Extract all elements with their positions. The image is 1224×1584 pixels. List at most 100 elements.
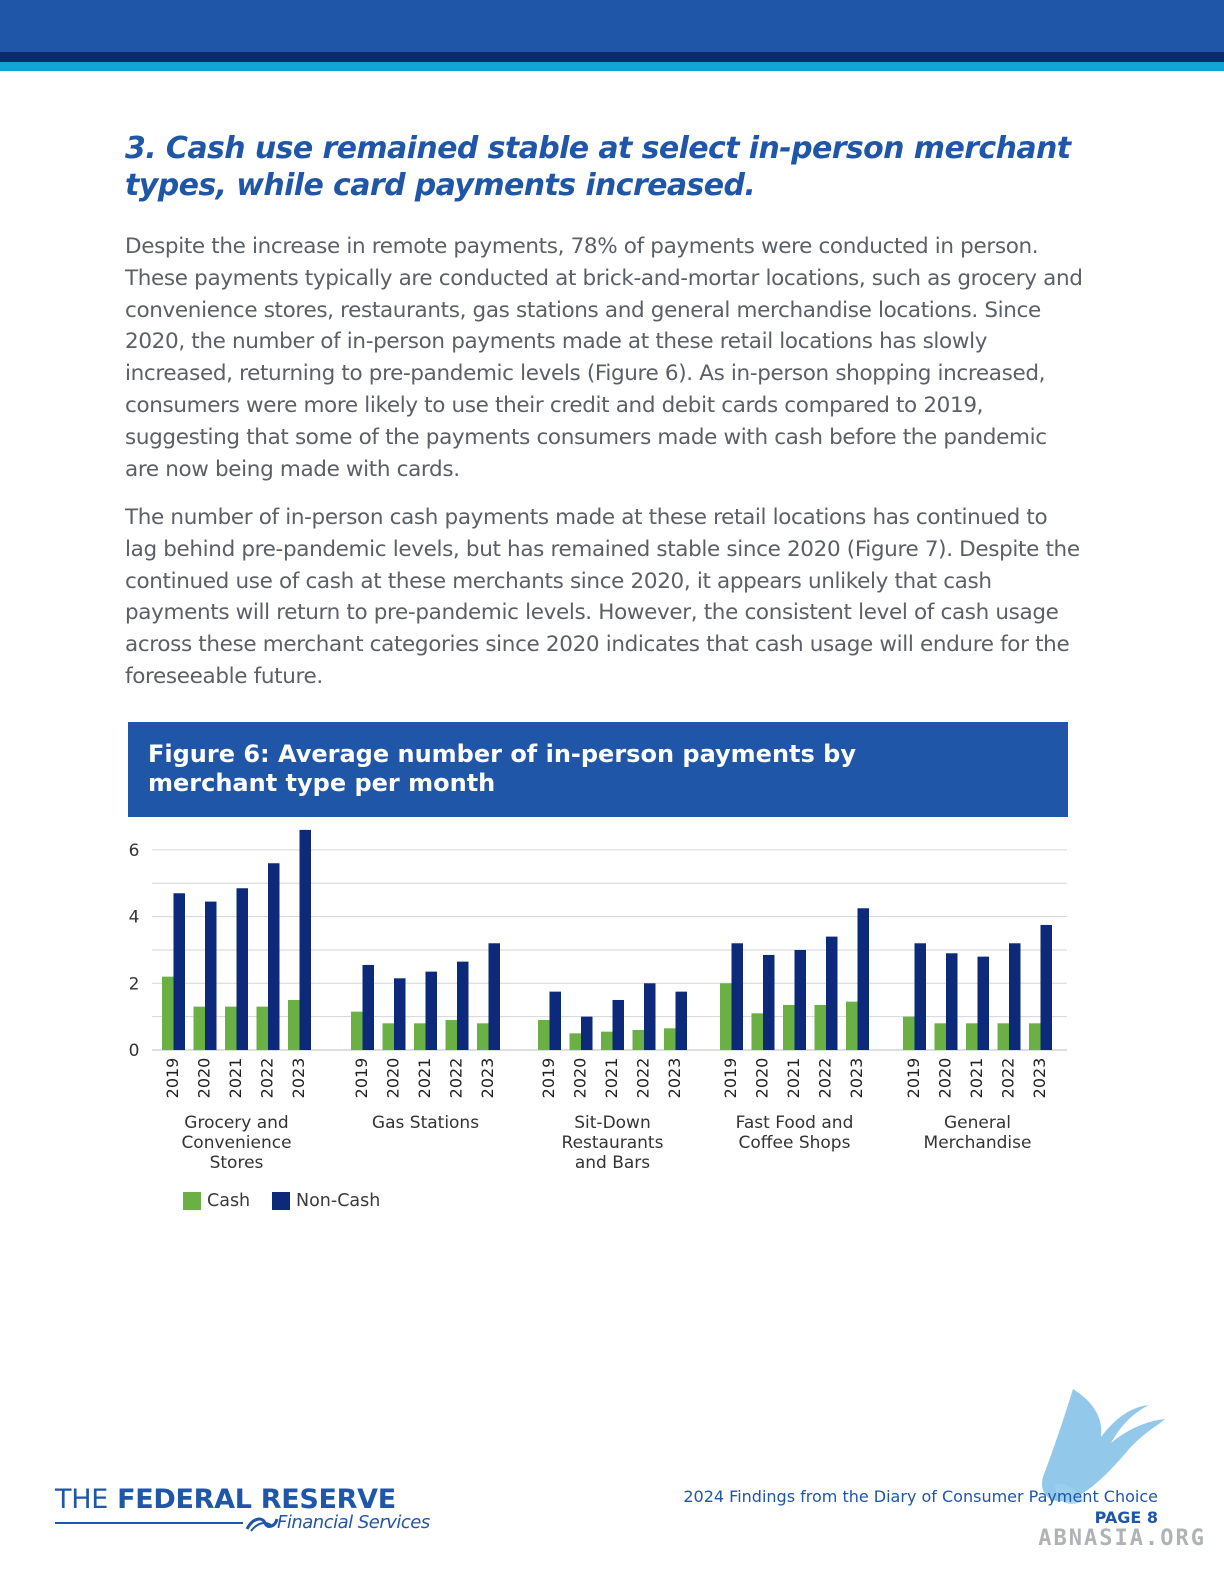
category-label: Fast Food and — [736, 1113, 854, 1133]
bar-cash — [720, 983, 732, 1050]
bar-cash — [966, 1023, 978, 1050]
bar-noncash — [675, 991, 687, 1050]
category-label: General — [944, 1113, 1011, 1133]
category-label: Gas Stations — [372, 1113, 479, 1133]
bar-noncash — [299, 829, 311, 1050]
bar-noncash — [205, 901, 217, 1050]
bar-cash — [903, 1016, 915, 1050]
bar-noncash — [236, 888, 248, 1050]
category-label: Stores — [210, 1153, 264, 1173]
bar-cash — [1029, 1023, 1041, 1050]
bar-noncash — [857, 908, 869, 1050]
bar-noncash — [731, 943, 743, 1050]
x-tick-label-year: 2020 — [753, 1058, 772, 1099]
bar-cash — [288, 999, 300, 1050]
x-tick-label-year: 2023 — [847, 1058, 866, 1099]
x-tick-label-year: 2021 — [602, 1058, 621, 1099]
category-label: Merchandise — [924, 1133, 1032, 1153]
category-label: Grocery and — [184, 1113, 288, 1133]
category-label: Restaurants — [562, 1133, 664, 1153]
bar-cash — [783, 1004, 795, 1050]
x-tick-label-year: 2019 — [904, 1058, 923, 1099]
bar-cash — [846, 1001, 858, 1050]
logo-subtitle: Financial Services — [277, 1512, 430, 1533]
body-paragraph-1: Despite the increase in remote payments,… — [125, 234, 1083, 482]
top-banner-accent — [0, 62, 1224, 71]
legend-label-cash: Cash — [207, 1191, 251, 1211]
category-label: Sit-Down — [574, 1113, 650, 1133]
category-label: and Bars — [575, 1153, 650, 1173]
legend-swatch-noncash — [272, 1192, 290, 1210]
top-banner — [0, 0, 1224, 52]
bar-noncash — [362, 964, 374, 1050]
federal-reserve-logo: THE FEDERAL RESERVE Financial Services — [55, 1484, 430, 1544]
figure-header: Figure 6: Average number of in-person pa… — [128, 722, 1068, 817]
figure-title: Figure 6: Average number of in-person pa… — [148, 740, 856, 797]
bar-noncash — [549, 991, 561, 1050]
bar-cash — [225, 1006, 237, 1050]
bar-noncash — [394, 978, 406, 1050]
bar-noncash — [488, 943, 500, 1050]
footer-document-title: 2024 Findings from the Diary of Consumer… — [683, 1487, 1158, 1506]
category-label: Coffee Shops — [739, 1133, 851, 1153]
footer-page-number: PAGE 8 — [1094, 1508, 1158, 1527]
bar-cash — [601, 1031, 613, 1050]
x-tick-label-year: 2020 — [571, 1058, 590, 1099]
legend-item-noncash: Non-Cash — [272, 1190, 380, 1212]
bar-cash — [814, 1004, 826, 1050]
x-tick-label-year: 2020 — [195, 1058, 214, 1099]
bar-noncash — [173, 893, 185, 1050]
x-tick-label-year: 2022 — [447, 1058, 466, 1099]
legend-item-cash: Cash — [183, 1190, 250, 1212]
x-tick-label-year: 2023 — [289, 1058, 308, 1099]
bar-noncash — [425, 971, 437, 1050]
bar-noncash — [457, 961, 469, 1050]
bar-cash — [382, 1023, 394, 1050]
bar-cash — [751, 1013, 763, 1050]
bar-cash — [445, 1019, 457, 1050]
x-tick-label-year: 2023 — [478, 1058, 497, 1099]
bar-noncash — [268, 863, 280, 1050]
bar-cash — [664, 1028, 676, 1050]
logo-name: FEDERAL RESERVE — [117, 1484, 396, 1515]
logo-rule — [55, 1522, 243, 1524]
top-banner-stripe — [0, 52, 1224, 62]
bar-noncash — [612, 999, 624, 1050]
x-tick-label-year: 2021 — [967, 1058, 986, 1099]
bar-cash — [351, 1011, 363, 1050]
body-paragraph-2: The number of in-person cash payments ma… — [125, 505, 1080, 689]
swoosh-icon — [245, 1517, 279, 1532]
bar-cash — [193, 1006, 205, 1050]
legend-label-noncash: Non-Cash — [296, 1191, 381, 1211]
bar-cash — [934, 1023, 946, 1050]
bar-cash — [162, 976, 174, 1050]
x-tick-label-year: 2023 — [665, 1058, 684, 1099]
x-tick-label-year: 2022 — [999, 1058, 1018, 1099]
x-tick-label-year: 2019 — [352, 1058, 371, 1099]
bar-noncash — [763, 954, 775, 1050]
section-heading: 3. Cash use remained stable at select in… — [125, 131, 1071, 203]
category-label: Convenience — [181, 1133, 291, 1153]
logo-title: THE FEDERAL RESERVE — [55, 1484, 396, 1515]
watermark-text: ABNASIA.ORG — [1038, 1526, 1206, 1551]
x-tick-label-year: 2019 — [163, 1058, 182, 1099]
bar-cash — [477, 1023, 489, 1050]
x-tick-label-year: 2022 — [816, 1058, 835, 1099]
x-tick-label-year: 2019 — [539, 1058, 558, 1099]
bar-cash — [256, 1006, 268, 1050]
bar-noncash — [1009, 943, 1021, 1050]
x-tick-label-year: 2023 — [1030, 1058, 1049, 1099]
x-tick-label-year: 2022 — [634, 1058, 653, 1099]
bar-noncash — [581, 1016, 593, 1050]
bar-cash — [414, 1023, 426, 1050]
x-tick-label-year: 2019 — [721, 1058, 740, 1099]
y-tick-label: 6 — [129, 841, 140, 861]
bar-cash — [997, 1023, 1009, 1050]
x-tick-label-year: 2020 — [936, 1058, 955, 1099]
bar-noncash — [914, 943, 926, 1050]
x-tick-label-year: 2020 — [384, 1058, 403, 1099]
bar-noncash — [644, 983, 656, 1050]
bar-noncash — [1040, 924, 1052, 1050]
bar-noncash — [794, 949, 806, 1050]
